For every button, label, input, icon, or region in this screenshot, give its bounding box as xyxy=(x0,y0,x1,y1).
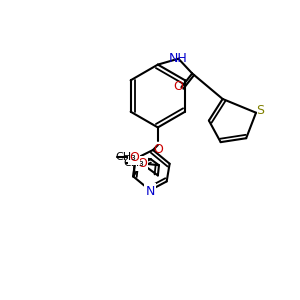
Text: O: O xyxy=(153,143,163,156)
Text: O: O xyxy=(137,157,147,170)
Text: O: O xyxy=(129,151,139,164)
Text: O: O xyxy=(173,80,183,93)
Text: N: N xyxy=(145,185,155,198)
Text: CH₃: CH₃ xyxy=(116,152,136,162)
Text: NH: NH xyxy=(169,52,188,65)
Text: S: S xyxy=(256,104,264,117)
Text: CH₃: CH₃ xyxy=(124,158,144,168)
